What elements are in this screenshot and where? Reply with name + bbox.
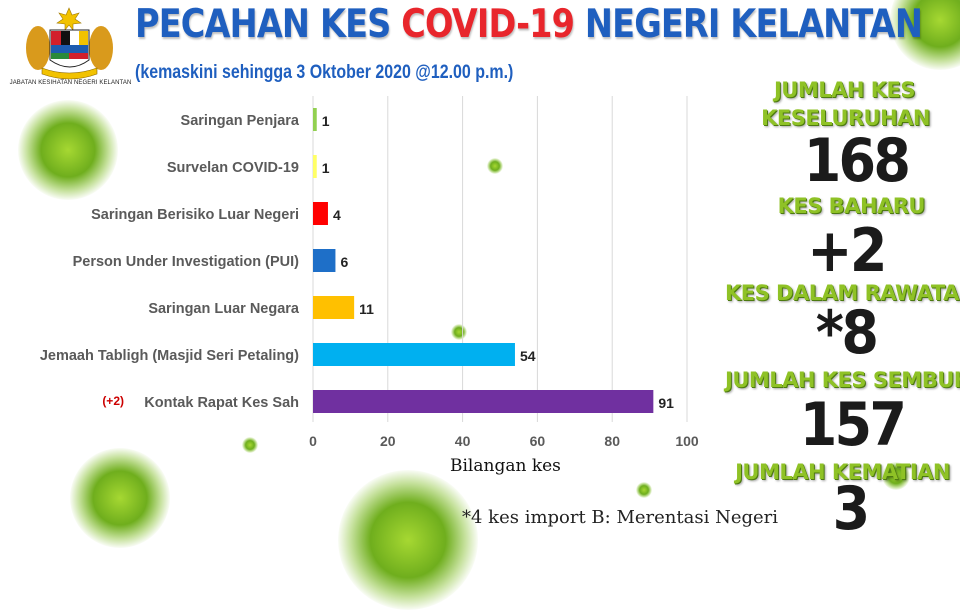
deaths-label: JUMLAH KEMATIAN	[735, 460, 950, 484]
page-title: PECAHAN KES COVID-19 NEGERI KELANTAN	[135, 2, 923, 47]
chart-bars	[313, 108, 654, 413]
logo-caption: JABATAN KESIHATAN NEGERI KELANTAN	[9, 80, 132, 86]
title-part-2: COVID-19	[401, 2, 575, 47]
bar-chart: Saringan Penjara Survelan COVID-19 Saringa…	[40, 96, 699, 449]
recovered-cases-value: 157	[799, 390, 907, 460]
chart-annotations: (+2)	[102, 394, 124, 408]
new-cases-label: KES BAHARU	[777, 194, 926, 218]
data-label: 6	[340, 254, 348, 270]
x-tick-label: 80	[604, 433, 620, 449]
bar	[313, 202, 328, 225]
data-label: 91	[658, 395, 674, 411]
bar	[313, 390, 654, 413]
chart-gridlines	[312, 96, 688, 422]
category-label: Saringan Penjara	[181, 113, 300, 129]
x-tick-label: 0	[309, 433, 317, 449]
data-label: 4	[333, 207, 341, 223]
data-label: 1	[322, 113, 330, 129]
bar	[313, 249, 336, 272]
category-label: Saringan Berisiko Luar Negeri	[91, 207, 299, 223]
bar	[313, 343, 515, 366]
new-cases-value: +2	[807, 216, 887, 286]
bar	[313, 155, 317, 178]
malaysia-coat-of-arms-icon	[26, 7, 113, 80]
virus-decoration-icon	[338, 470, 478, 610]
total-cases-value: 168	[803, 126, 911, 196]
category-label: Person Under Investigation (PUI)	[73, 254, 300, 270]
category-label: Saringan Luar Negara	[148, 301, 300, 317]
data-label: 11	[359, 301, 374, 317]
total-cases-label-line1: JUMLAH KES	[773, 78, 916, 102]
x-tick-label: 60	[530, 433, 546, 449]
x-tick-label: 100	[675, 433, 699, 449]
category-label: Jemaah Tabligh (Masjid Seri Petaling)	[40, 348, 299, 364]
title-part-1: PECAHAN KES	[135, 2, 402, 47]
chart-category-labels: Saringan Penjara Survelan COVID-19 Saringa…	[40, 113, 300, 411]
footnote: *4 kes import B: Merentasi Negeri	[462, 507, 779, 528]
category-label: Survelan COVID-19	[167, 160, 299, 176]
treatment-cases-value: *8	[815, 298, 879, 368]
deaths-value: 3	[832, 474, 871, 544]
data-label: 1	[322, 160, 330, 176]
recovered-cases-label: JUMLAH KES SEMBUH	[725, 368, 960, 392]
x-tick-label: 20	[380, 433, 396, 449]
page-subtitle: (kemaskini sehingga 3 Oktober 2020 @12.0…	[135, 62, 514, 83]
total-cases-label-line2: KESELURUHAN	[761, 106, 930, 130]
bar	[313, 108, 317, 131]
treatment-cases-label: KES DALAM RAWATAN	[725, 281, 960, 305]
x-tick-label: 40	[455, 433, 471, 449]
bar	[313, 296, 355, 319]
title-part-3: NEGERI KELANTAN	[574, 2, 923, 47]
data-label: 54	[520, 348, 536, 364]
category-label: Kontak Rapat Kes Sah	[144, 395, 299, 411]
annotation-label: (+2)	[102, 394, 124, 408]
chart-tick-labels: 0 20 40 60 80 100	[309, 433, 699, 449]
x-axis-label: Bilangan kes	[450, 456, 561, 476]
